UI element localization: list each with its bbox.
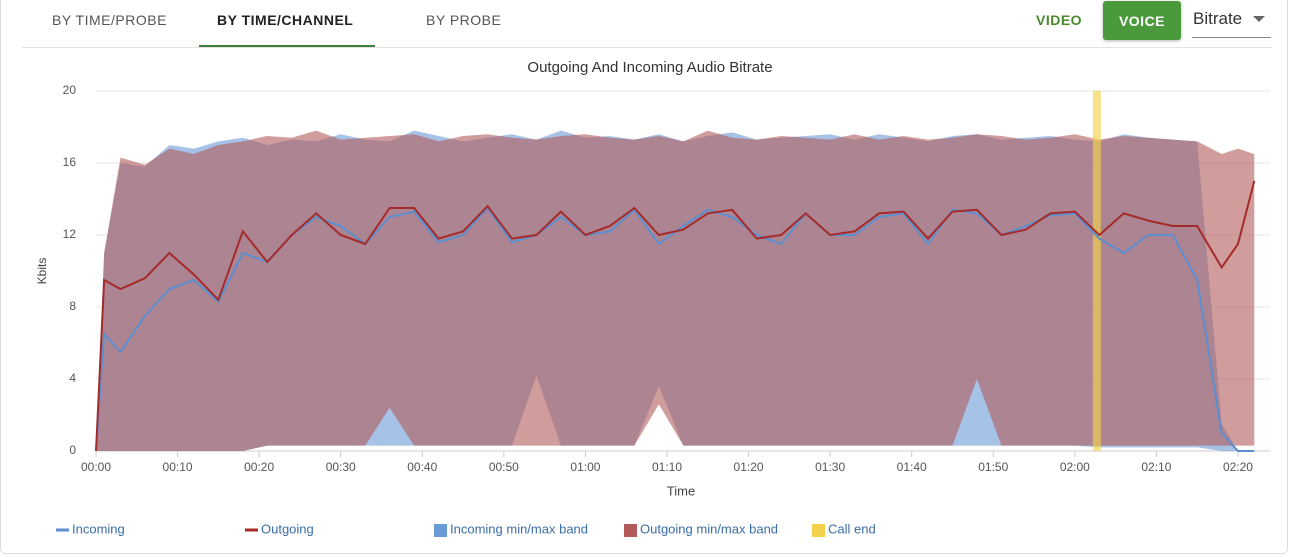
tab[interactable]: BY PROBE [426, 12, 502, 28]
select-value: Bitrate [1193, 9, 1243, 28]
tab-indicator [199, 45, 375, 47]
metric-select[interactable]: Bitrate [1192, 0, 1271, 38]
separator [22, 47, 1272, 48]
caret [1253, 16, 1265, 22]
voice-button[interactable]: VOICE [1103, 1, 1181, 40]
tab-active[interactable]: BY TIME/CHANNEL [217, 12, 354, 28]
video-button[interactable]: VIDEO [1036, 12, 1083, 28]
tab[interactable]: BY TIME/PROBE [52, 12, 167, 28]
